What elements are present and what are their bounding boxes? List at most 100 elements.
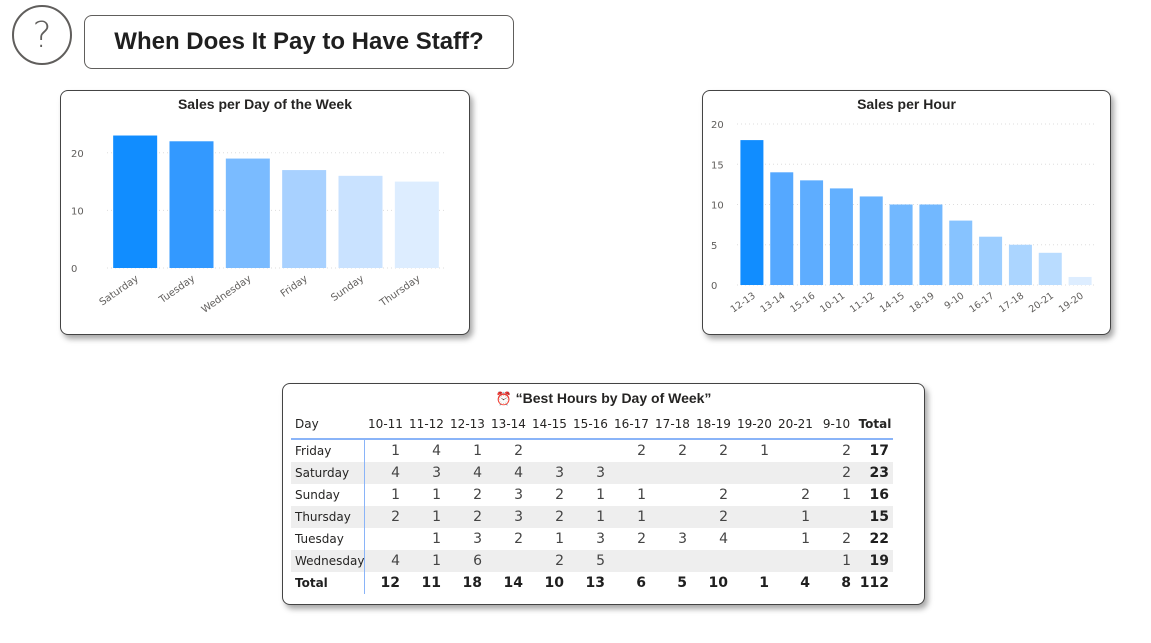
bar-18-19 (919, 204, 943, 285)
column-header-total[interactable]: Total (858, 417, 892, 431)
y-tick-label: 0 (711, 281, 717, 292)
chart-title: Sales per Day of the Week (177, 96, 353, 112)
table-cell (652, 484, 693, 506)
x-tick-label: 18-19 (908, 290, 937, 315)
sales-per-hour-chart[interactable]: Sales per Hour 0 5 10 15 20 12-13 13-14 15-16 10… (702, 90, 1111, 335)
table-title: ⏰ “Best Hours by Day of Week” (283, 390, 924, 407)
x-tick-label: 17-18 (997, 290, 1026, 315)
table-cell (692, 550, 734, 572)
bar-9-10 (949, 220, 973, 285)
table-cell: 4 (364, 550, 406, 572)
table-cell: 10 (544, 575, 564, 591)
y-tick-label: 15 (711, 160, 724, 171)
table-cell: 2 (528, 550, 570, 572)
table-cell: 1 (610, 506, 652, 528)
table-cell: 1 (432, 487, 441, 503)
column-header-10-11[interactable]: 10-11 (368, 417, 403, 431)
sales-per-day-chart[interactable]: Sales per Day of the Week 0 10 20 Saturday T… (60, 90, 470, 335)
table-cell: 2 (801, 487, 810, 503)
table-cell: 2 (719, 487, 728, 503)
y-tick-label: 0 (71, 264, 77, 275)
table-cell: 11 (421, 575, 441, 591)
row-total: 17 (869, 443, 889, 459)
table-cell: 1 (555, 531, 564, 547)
bar-Sunday (338, 175, 383, 268)
table-cell: 2 (528, 506, 570, 528)
table-cell (734, 528, 775, 550)
x-tick-label: 9-10 (942, 290, 966, 311)
bar-Saturday (113, 135, 158, 268)
table-cell: 6 (446, 550, 488, 572)
column-header-15-16[interactable]: 15-16 (573, 417, 608, 431)
best-hours-table-card[interactable]: ⏰ “Best Hours by Day of Week” Day 10-11 11… (282, 383, 925, 605)
table-cell (775, 439, 816, 462)
column-header-13-14[interactable]: 13-14 (491, 417, 526, 431)
x-tick-label: Saturday (98, 273, 141, 308)
table-row: Tuesday 1 3 2 1 3 2 3 4 1 2 22 (291, 528, 893, 550)
table-row: Wednesday 4 1 6 2 5 1 19 (291, 550, 893, 572)
bar-19-20 (1068, 276, 1092, 285)
table-cell: 2 (514, 531, 523, 547)
table-cell: 3 (528, 462, 570, 484)
bar-20-21 (1038, 252, 1062, 285)
table-cell: 1 (391, 487, 400, 503)
column-header-14-15[interactable]: 14-15 (532, 417, 567, 431)
column-header-17-18[interactable]: 17-18 (655, 417, 690, 431)
table-cell (651, 550, 693, 572)
table-cell: 13 (585, 575, 605, 591)
row-label: Thursday (291, 506, 366, 528)
table-cell: 5 (569, 550, 611, 572)
table-cell: 3 (514, 487, 523, 503)
table-cell (733, 462, 775, 484)
table-cell (774, 550, 816, 572)
alarm-clock-icon: ⏰ (495, 391, 512, 406)
column-header-12-13[interactable]: 12-13 (450, 417, 485, 431)
bar-Friday (282, 170, 327, 268)
column-header-9-10[interactable]: 9-10 (822, 417, 851, 431)
table-cell: 14 (503, 575, 523, 591)
x-tick-label: Wednesday (200, 273, 254, 315)
row-total: 23 (856, 462, 893, 484)
row-label: Saturday (291, 462, 366, 484)
x-tick-label: 12-13 (729, 290, 758, 315)
table-cell: 8 (841, 575, 851, 591)
x-tick-label: Tuesday (157, 273, 198, 306)
y-tick-label: 10 (711, 201, 724, 212)
page-title: When Does It Pay to Have Staff? (84, 15, 514, 69)
table-cell: 2 (678, 443, 687, 459)
table-cell: 2 (692, 506, 734, 528)
column-header-19-20[interactable]: 19-20 (737, 417, 772, 431)
row-total: 16 (869, 487, 889, 503)
table-cell: 6 (636, 575, 646, 591)
table-cell: 2 (446, 506, 488, 528)
table-row: Friday 1 4 1 2 2 2 2 1 2 17 (291, 439, 893, 462)
column-header-day[interactable]: Day (295, 417, 319, 431)
row-total: 15 (856, 506, 893, 528)
table-cell: 18 (462, 575, 482, 591)
x-tick-label: 11-12 (848, 290, 877, 315)
column-header-16-17[interactable]: 16-17 (614, 417, 649, 431)
table-cell: 2 (364, 506, 406, 528)
row-total: 112 (859, 575, 889, 591)
table-cell: 4 (800, 575, 810, 591)
table-cell: 1 (473, 443, 482, 459)
table-cell: 1 (637, 487, 646, 503)
table-cell: 3 (596, 531, 605, 547)
x-tick-label: 10-11 (818, 290, 847, 315)
row-label: Sunday (291, 484, 366, 506)
table-row: Sunday 1 1 2 3 2 1 1 2 2 1 16 (291, 484, 893, 506)
column-header-11-12[interactable]: 11-12 (409, 417, 444, 431)
table-cell: 1 (405, 550, 447, 572)
bar-17-18 (1008, 244, 1032, 285)
column-header-18-19[interactable]: 18-19 (696, 417, 731, 431)
x-tick-label: Thursday (377, 273, 422, 309)
table-cell: 1 (760, 443, 769, 459)
table-cell (733, 506, 775, 528)
column-header-20-21[interactable]: 20-21 (778, 417, 813, 431)
x-tick-label: 14-15 (878, 290, 907, 315)
table-cell: 4 (487, 462, 529, 484)
help-button[interactable]: ? (12, 5, 72, 65)
sales-per-day-plot: 0 10 20 Saturday Tuesday Wednesday Friday Sunda… (71, 135, 445, 316)
table-cell: 2 (637, 531, 646, 547)
bar-12-13 (740, 140, 764, 285)
